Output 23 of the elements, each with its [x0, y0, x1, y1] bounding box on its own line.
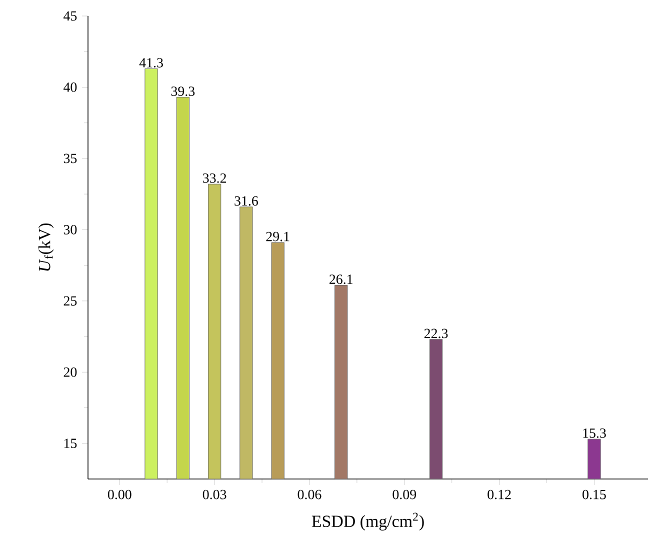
x-tick-label: 0.09	[392, 490, 416, 500]
x-tick-label: 0.15	[582, 490, 606, 500]
x-axis-title: ESDD (mg/cm$^{2}$)	[312, 512, 424, 531]
data-label: 31.6	[234, 196, 258, 206]
x-tick-label: 0.12	[488, 490, 511, 500]
y-tick-label: 25	[64, 296, 77, 306]
x-tick-label: 0.03	[202, 490, 226, 500]
data-label: 26.1	[330, 274, 352, 284]
data-label: 15.3	[583, 428, 606, 438]
y-tick-label: 20	[64, 367, 77, 377]
y-tick-label: 15	[64, 438, 77, 448]
y-axis-title: U$_{f}$(kV)	[38, 223, 54, 271]
data-label: 33.2	[203, 173, 226, 183]
y-tick-label: 45	[63, 11, 77, 21]
y-tick-label: 30	[64, 224, 77, 234]
data-label: 22.3	[424, 328, 448, 338]
data-label: 29.1	[266, 232, 290, 242]
data-label: 41.3	[139, 58, 163, 68]
data-label: 39.3	[171, 86, 195, 96]
x-tick-label: 0.06	[298, 490, 322, 500]
x-tick-label: 0.00	[108, 490, 132, 500]
y-tick-label: 40	[63, 82, 77, 92]
y-tick-label: 35	[64, 154, 77, 164]
